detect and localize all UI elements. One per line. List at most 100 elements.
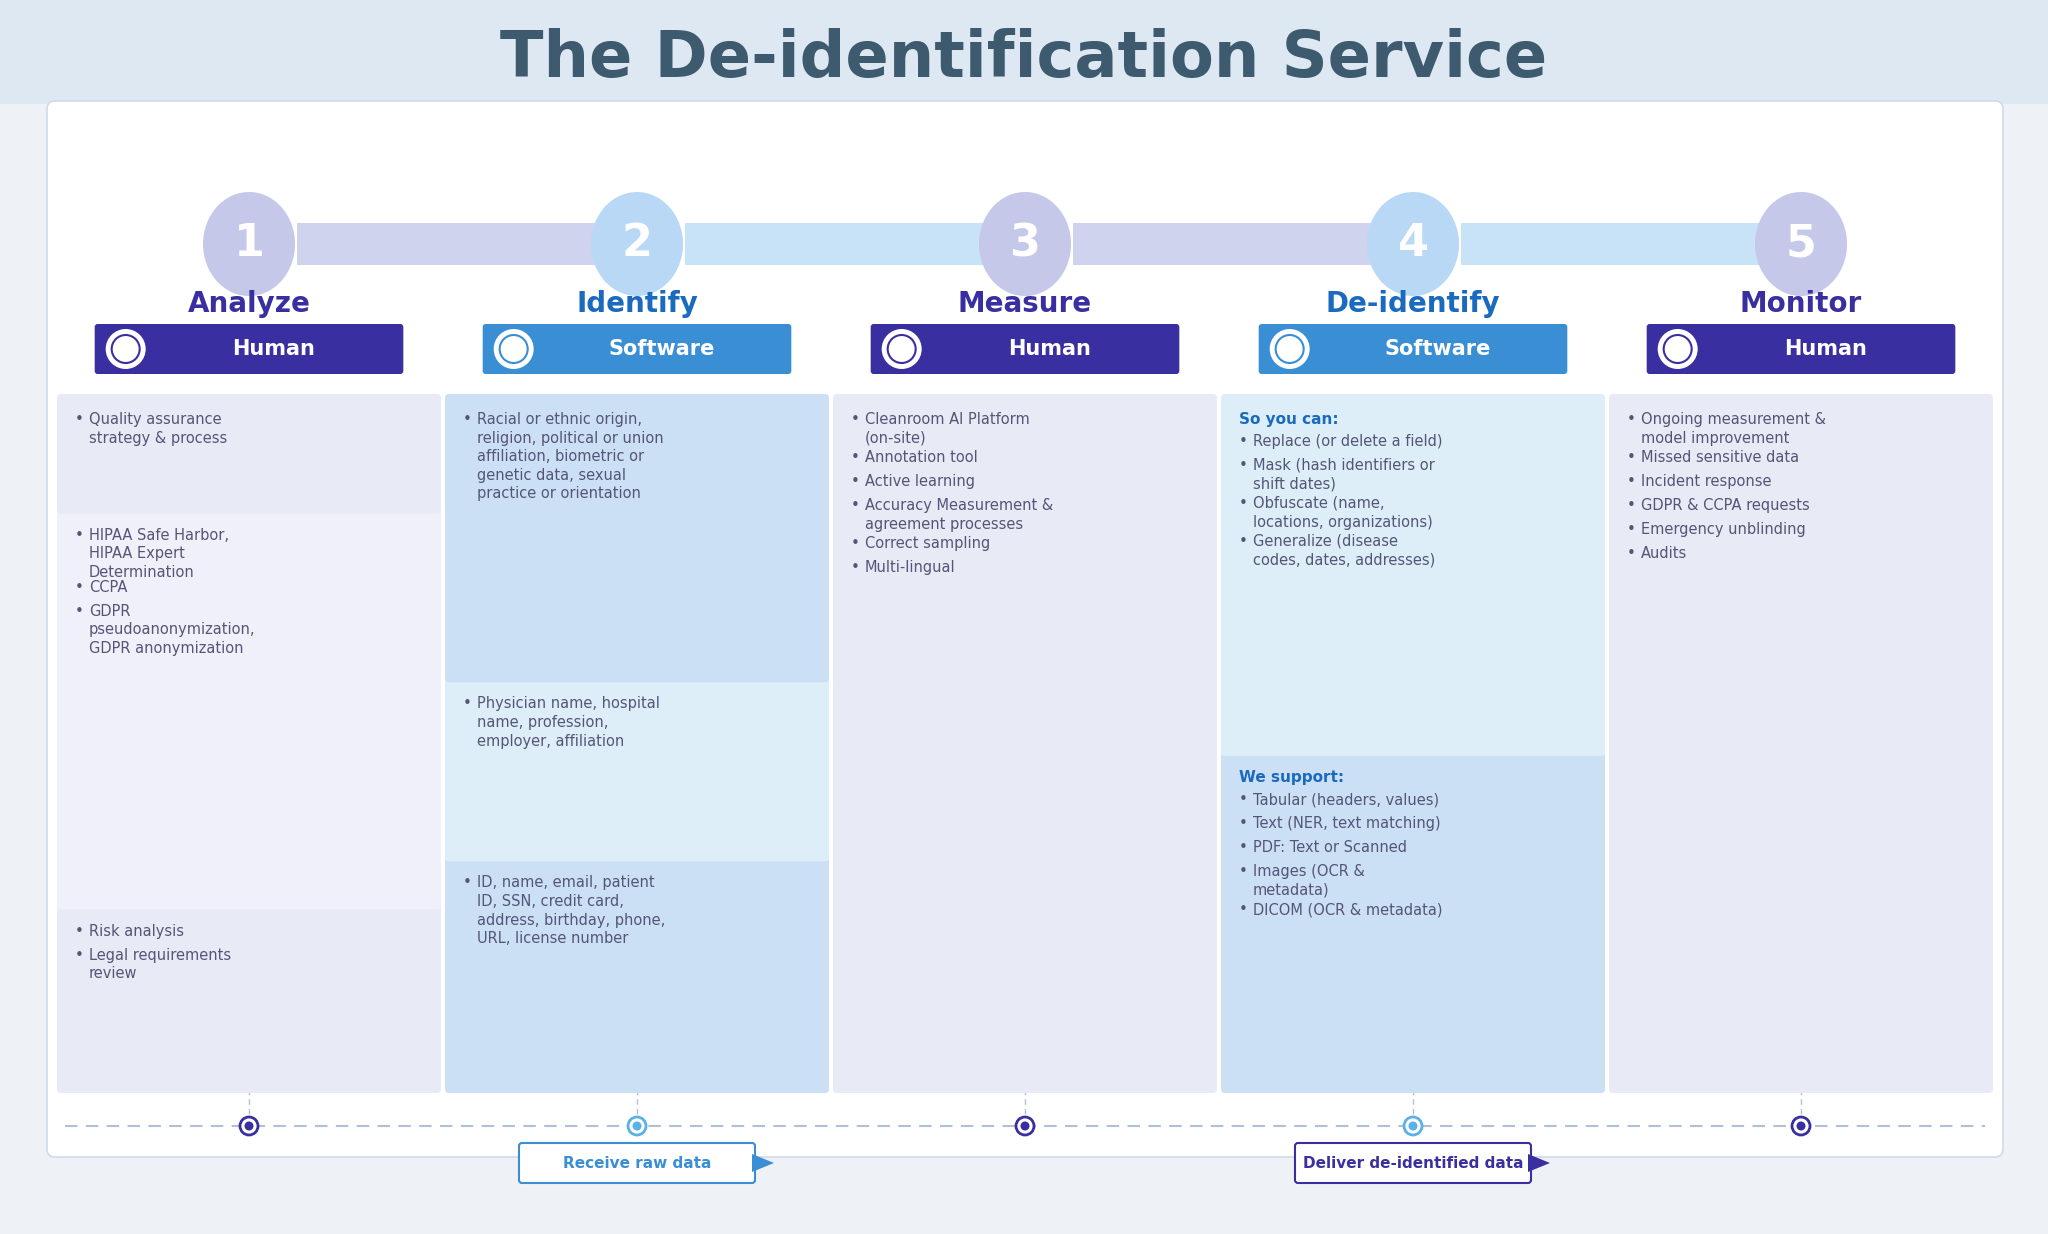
Text: •: •: [1239, 864, 1247, 879]
Text: Receive raw data: Receive raw data: [563, 1155, 711, 1171]
Text: Human: Human: [1784, 339, 1866, 359]
Text: •: •: [76, 412, 84, 427]
Text: •: •: [1626, 450, 1636, 465]
Text: The De-identification Service: The De-identification Service: [500, 28, 1548, 90]
Text: Cleanroom AI Platform
(on-site): Cleanroom AI Platform (on-site): [864, 412, 1030, 445]
Text: Physician name, hospital
name, profession,
employer, affiliation: Physician name, hospital name, professio…: [477, 696, 659, 749]
Circle shape: [494, 329, 535, 369]
Text: Monitor: Monitor: [1741, 290, 1862, 318]
Text: •: •: [1626, 545, 1636, 561]
FancyBboxPatch shape: [834, 394, 1217, 1093]
Circle shape: [1016, 1117, 1034, 1135]
Text: •: •: [1239, 902, 1247, 917]
FancyBboxPatch shape: [0, 0, 2048, 104]
FancyBboxPatch shape: [57, 906, 440, 1093]
Text: •: •: [1626, 522, 1636, 537]
Text: Generalize (disease
codes, dates, addresses): Generalize (disease codes, dates, addres…: [1253, 534, 1436, 568]
Text: •: •: [463, 696, 471, 711]
Text: •: •: [1239, 840, 1247, 855]
Text: Audits: Audits: [1640, 545, 1688, 561]
Text: 5: 5: [1786, 222, 1817, 265]
Text: PDF: Text or Scanned: PDF: Text or Scanned: [1253, 840, 1407, 855]
Circle shape: [1270, 329, 1309, 369]
Text: Deliver de-identified data: Deliver de-identified data: [1303, 1155, 1524, 1171]
Circle shape: [1405, 1117, 1421, 1135]
Text: Tabular (headers, values): Tabular (headers, values): [1253, 792, 1440, 807]
FancyBboxPatch shape: [1647, 325, 1956, 374]
Text: Accuracy Measurement &
agreement processes: Accuracy Measurement & agreement process…: [864, 499, 1053, 532]
Text: Text (NER, text matching): Text (NER, text matching): [1253, 816, 1440, 832]
FancyBboxPatch shape: [444, 394, 829, 682]
Polygon shape: [1073, 223, 1403, 265]
Text: •: •: [852, 412, 860, 427]
Text: •: •: [76, 923, 84, 939]
Text: We support:: We support:: [1239, 770, 1343, 785]
Text: •: •: [852, 474, 860, 489]
Circle shape: [1276, 334, 1305, 363]
Polygon shape: [1528, 1154, 1550, 1172]
Text: •: •: [1239, 534, 1247, 549]
Text: •: •: [76, 528, 84, 543]
Text: Human: Human: [231, 339, 315, 359]
Text: Missed sensitive data: Missed sensitive data: [1640, 450, 1798, 465]
Text: •: •: [1626, 474, 1636, 489]
Text: •: •: [852, 499, 860, 513]
Ellipse shape: [1366, 193, 1458, 296]
FancyBboxPatch shape: [483, 325, 791, 374]
Circle shape: [244, 1122, 254, 1130]
Circle shape: [240, 1117, 258, 1135]
Circle shape: [887, 334, 915, 363]
Polygon shape: [1460, 223, 1792, 265]
FancyBboxPatch shape: [518, 1143, 756, 1183]
Text: Multi-lingual: Multi-lingual: [864, 560, 956, 575]
FancyBboxPatch shape: [1260, 325, 1567, 374]
Text: •: •: [76, 603, 84, 618]
Text: •: •: [1626, 499, 1636, 513]
Circle shape: [1020, 1122, 1030, 1130]
Text: Software: Software: [1384, 339, 1491, 359]
Circle shape: [633, 1122, 641, 1130]
Text: 1: 1: [233, 222, 264, 265]
Text: Images (OCR &
metadata): Images (OCR & metadata): [1253, 864, 1364, 898]
Text: GDPR & CCPA requests: GDPR & CCPA requests: [1640, 499, 1810, 513]
Text: Correct sampling: Correct sampling: [864, 536, 991, 552]
Text: •: •: [463, 875, 471, 891]
Text: Annotation tool: Annotation tool: [864, 450, 977, 465]
Text: Software: Software: [608, 339, 715, 359]
Ellipse shape: [203, 193, 295, 296]
Ellipse shape: [1755, 193, 1847, 296]
Circle shape: [629, 1117, 645, 1135]
Text: •: •: [1239, 792, 1247, 807]
Text: 4: 4: [1397, 222, 1430, 265]
Circle shape: [1409, 1122, 1417, 1130]
Text: •: •: [852, 560, 860, 575]
Circle shape: [1663, 334, 1692, 363]
Circle shape: [1657, 329, 1698, 369]
Text: •: •: [76, 948, 84, 963]
Text: Racial or ethnic origin,
religion, political or union
affiliation, biometric or
: Racial or ethnic origin, religion, polit…: [477, 412, 664, 501]
Text: •: •: [1239, 434, 1247, 449]
Text: Active learning: Active learning: [864, 474, 975, 489]
FancyBboxPatch shape: [444, 858, 829, 1093]
FancyBboxPatch shape: [94, 325, 403, 374]
Polygon shape: [297, 223, 627, 265]
Text: Incident response: Incident response: [1640, 474, 1772, 489]
Text: ID, name, email, patient
ID, SSN, credit card,
address, birthday, phone,
URL, li: ID, name, email, patient ID, SSN, credit…: [477, 875, 666, 946]
Text: Obfuscate (name,
locations, organizations): Obfuscate (name, locations, organization…: [1253, 496, 1434, 529]
Text: •: •: [1239, 816, 1247, 832]
Text: Emergency unblinding: Emergency unblinding: [1640, 522, 1806, 537]
Text: Measure: Measure: [958, 290, 1092, 318]
Circle shape: [1792, 1117, 1810, 1135]
Text: •: •: [76, 580, 84, 595]
Text: •: •: [1626, 412, 1636, 427]
FancyBboxPatch shape: [444, 679, 829, 861]
Ellipse shape: [592, 193, 682, 296]
Circle shape: [500, 334, 528, 363]
Text: Identify: Identify: [575, 290, 698, 318]
Text: •: •: [1239, 496, 1247, 511]
Text: So you can:: So you can:: [1239, 412, 1339, 427]
Circle shape: [113, 334, 139, 363]
Circle shape: [106, 329, 145, 369]
Polygon shape: [684, 223, 1016, 265]
Text: Analyze: Analyze: [188, 290, 311, 318]
